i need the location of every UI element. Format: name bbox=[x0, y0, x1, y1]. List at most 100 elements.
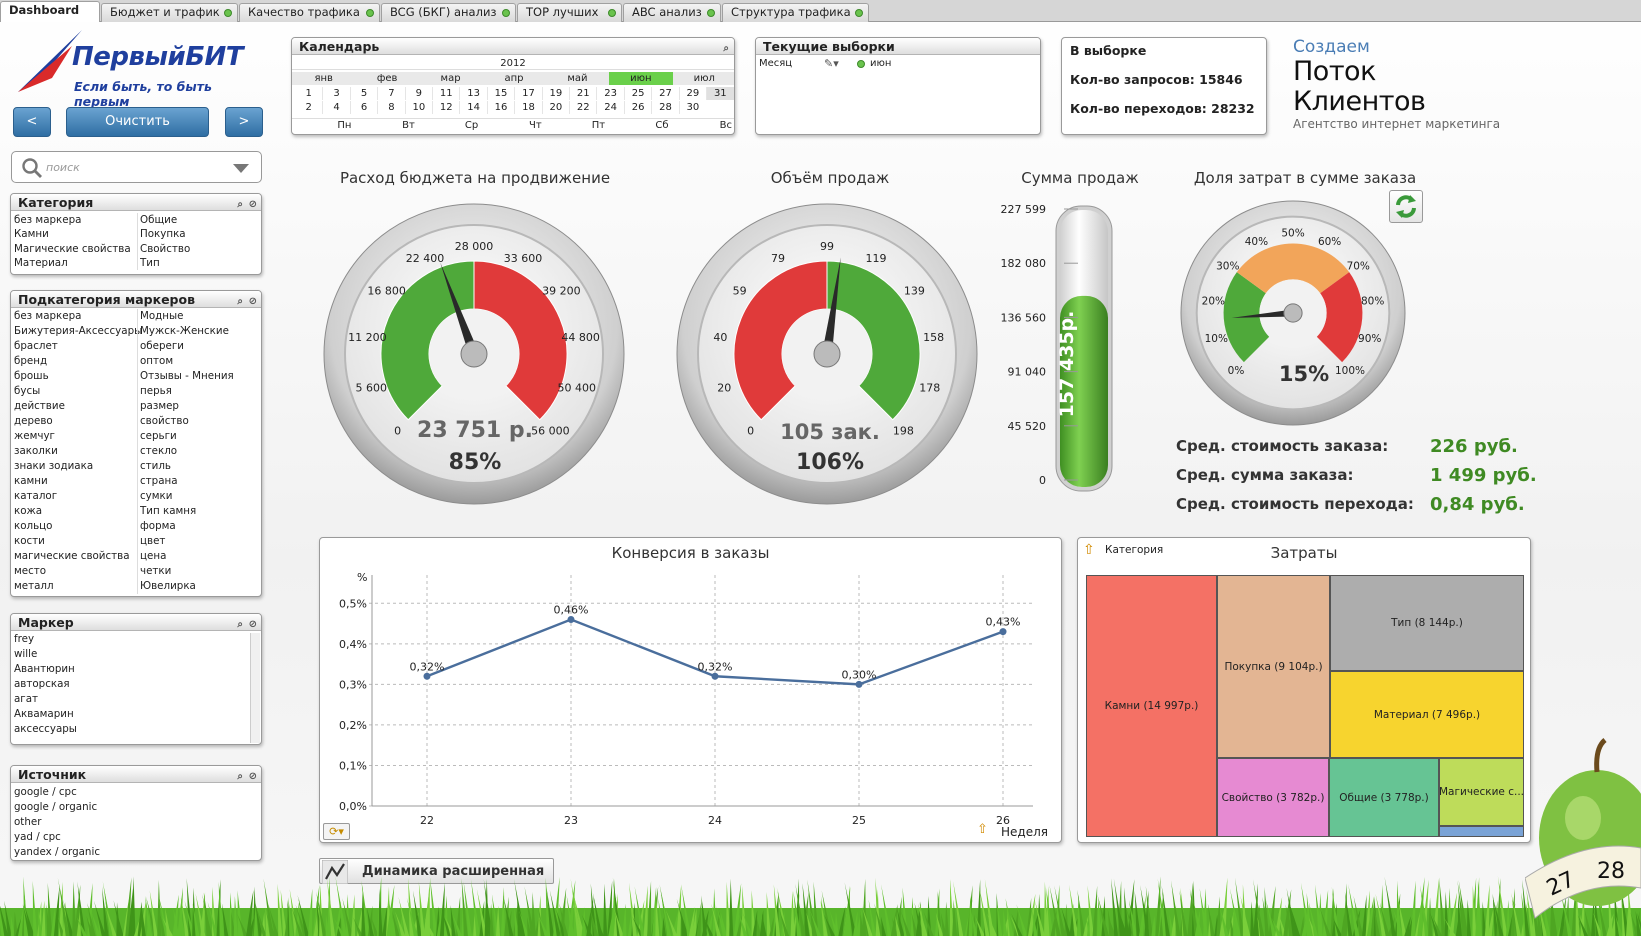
treemap-cell[interactable]: Камни (14 997р.) bbox=[1086, 575, 1217, 837]
list-item[interactable]: google / cpc bbox=[14, 786, 77, 798]
list-item[interactable]: frey bbox=[14, 633, 35, 645]
calendar-month[interactable]: янв bbox=[314, 73, 333, 84]
list-item[interactable]: Камни bbox=[14, 228, 49, 241]
list-item[interactable]: место bbox=[14, 565, 47, 577]
treemap-cell[interactable]: Покупка (9 104р.) bbox=[1217, 575, 1330, 758]
list-item[interactable]: авторская bbox=[14, 678, 70, 690]
calendar-day[interactable]: 10 bbox=[404, 101, 432, 114]
calendar-day[interactable]: 22 bbox=[569, 101, 596, 114]
calendar-month[interactable]: апр bbox=[504, 73, 524, 84]
search-box[interactable]: поиск bbox=[11, 151, 262, 183]
calendar-month[interactable]: май bbox=[567, 73, 588, 84]
tab-2[interactable]: Качество трафика bbox=[239, 3, 380, 22]
list-item[interactable]: стиль bbox=[140, 460, 172, 472]
calendar-day[interactable]: 20 bbox=[541, 101, 569, 114]
list-item[interactable]: свойство bbox=[140, 415, 189, 427]
calendar-day[interactable]: 16 bbox=[486, 101, 514, 114]
list-item[interactable]: Материал bbox=[14, 256, 68, 269]
list-item[interactable]: google / organic bbox=[14, 801, 98, 813]
tab-1[interactable]: Бюджет и трафик bbox=[101, 3, 238, 22]
calendar-day[interactable]: 17 bbox=[514, 87, 541, 100]
tab-4[interactable]: TOP лучших bbox=[517, 3, 622, 22]
list-item[interactable]: перья bbox=[140, 385, 172, 397]
calendar-day[interactable]: 28 bbox=[651, 101, 678, 114]
list-item[interactable]: кольцо bbox=[14, 520, 53, 532]
list-item[interactable]: четки bbox=[140, 565, 172, 577]
dynamics-button[interactable]: Динамика расширенная bbox=[319, 858, 554, 884]
calendar-weekday[interactable]: Пт bbox=[591, 120, 606, 131]
clear-icon[interactable]: ⊘ bbox=[248, 296, 257, 307]
list-item[interactable]: бренд bbox=[14, 355, 48, 367]
calendar-weekday[interactable]: Пн bbox=[337, 120, 352, 131]
list-item[interactable]: кожа bbox=[14, 505, 43, 517]
calendar-day[interactable]: 15 bbox=[486, 87, 514, 100]
list-item[interactable]: Свойство bbox=[140, 242, 191, 255]
list-item[interactable]: брошь bbox=[14, 370, 49, 382]
list-item[interactable]: камни bbox=[14, 475, 48, 487]
calendar-weekday[interactable]: Чт bbox=[529, 120, 542, 131]
calendar-day[interactable]: 5 bbox=[349, 87, 377, 100]
list-item[interactable]: дерево bbox=[14, 415, 53, 427]
clear-icon[interactable]: ⊘ bbox=[248, 771, 257, 782]
treemap-cell[interactable]: Материал (7 496р.) bbox=[1330, 671, 1524, 758]
calendar-day[interactable]: 24 bbox=[596, 101, 623, 114]
list-item[interactable]: Покупка bbox=[140, 228, 186, 241]
list-item[interactable]: yad / cpc bbox=[14, 831, 61, 843]
calendar-day[interactable]: 18 bbox=[514, 101, 541, 114]
calendar-day[interactable]: 26 bbox=[623, 101, 651, 114]
list-item[interactable]: серьги bbox=[140, 430, 177, 442]
list-item[interactable]: Бижутерия-Аксессуары bbox=[14, 325, 143, 337]
calendar-day[interactable]: 1 bbox=[305, 88, 312, 99]
clear-button[interactable]: Очистить bbox=[66, 107, 209, 137]
list-item[interactable]: бусы bbox=[14, 385, 41, 397]
list-item[interactable]: аксессуары bbox=[14, 723, 77, 735]
list-item[interactable]: Тип bbox=[140, 256, 160, 269]
calendar-year[interactable]: 2012 bbox=[292, 57, 734, 70]
calendar-day[interactable]: 8 bbox=[377, 101, 404, 114]
treemap-cell[interactable]: Магические с... bbox=[1439, 758, 1524, 826]
calendar-month[interactable]: мар bbox=[440, 73, 461, 84]
list-item[interactable]: без маркера bbox=[14, 214, 82, 226]
calendar-day[interactable]: 21 bbox=[569, 87, 596, 100]
calendar-day[interactable]: 2 bbox=[305, 102, 312, 113]
list-item[interactable]: Аквамарин bbox=[14, 708, 74, 720]
refresh-icon[interactable] bbox=[1389, 190, 1423, 223]
treemap-cell[interactable]: Общие (3 778р.) bbox=[1329, 758, 1439, 837]
list-item[interactable]: Отзывы - Мнения bbox=[140, 370, 234, 382]
calendar-day[interactable]: 12 bbox=[432, 101, 459, 114]
list-item[interactable]: каталог bbox=[14, 490, 58, 502]
treemap-cell-small[interactable] bbox=[1439, 826, 1524, 837]
search-icon[interactable]: ⌕ bbox=[237, 619, 243, 630]
calendar-weekday[interactable]: Вс bbox=[719, 120, 732, 131]
calendar-day[interactable]: 6 bbox=[349, 101, 377, 114]
list-item[interactable]: Тип камня bbox=[140, 505, 197, 517]
tab-3[interactable]: BCG (БКГ) анализ bbox=[381, 3, 516, 22]
list-item[interactable]: Мужск-Женские bbox=[140, 325, 229, 337]
data-point[interactable] bbox=[855, 680, 863, 688]
list-item[interactable]: wille bbox=[14, 648, 38, 660]
list-item[interactable]: Модные bbox=[140, 310, 184, 322]
list-item[interactable]: Авантюрин bbox=[14, 663, 75, 675]
calendar-day[interactable]: 19 bbox=[541, 87, 569, 100]
list-item[interactable]: Общие bbox=[140, 214, 178, 226]
scrollbar[interactable] bbox=[250, 633, 260, 743]
list-item[interactable]: сумки bbox=[140, 490, 173, 502]
drill-up-icon[interactable]: ⇧ bbox=[977, 822, 988, 837]
calendar-day[interactable]: 25 bbox=[623, 87, 651, 100]
calendar-day[interactable]: 13 bbox=[459, 87, 486, 100]
data-point[interactable] bbox=[711, 672, 719, 680]
calendar-day[interactable]: 3 bbox=[322, 87, 349, 100]
calendar-day[interactable]: 31 bbox=[706, 87, 734, 100]
calendar-weekday[interactable]: Сб bbox=[655, 120, 669, 131]
list-item[interactable]: страна bbox=[140, 475, 178, 487]
cycle-icon[interactable]: ⟳▾ bbox=[323, 823, 350, 840]
calendar-day[interactable]: 23 bbox=[596, 87, 623, 100]
calendar-month[interactable]: июл bbox=[693, 73, 715, 84]
list-item[interactable]: кости bbox=[14, 535, 45, 547]
data-point[interactable] bbox=[999, 628, 1007, 636]
list-item[interactable]: браслет bbox=[14, 340, 58, 352]
eraser-icon[interactable]: ✎▾ bbox=[824, 57, 839, 70]
calendar-day[interactable]: 9 bbox=[404, 87, 432, 100]
list-item[interactable]: размер bbox=[140, 400, 179, 412]
calendar-day[interactable]: 30 bbox=[678, 101, 706, 114]
